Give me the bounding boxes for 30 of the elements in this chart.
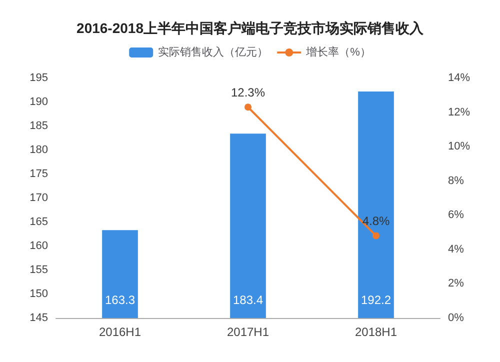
- x-tick-label: 2018H1: [354, 325, 398, 339]
- chart-title: 2016-2018上半年中国客户端电子竞技市场实际销售收入: [76, 20, 424, 36]
- data-label: 192.2: [360, 293, 392, 307]
- y-tick-label: 150: [30, 288, 48, 300]
- y-tick-label: 155: [30, 264, 48, 276]
- legend-label: 增长率（%）: [305, 46, 371, 58]
- y-tick-label: 190: [30, 96, 48, 108]
- x-tick-label: 2017H1: [226, 325, 270, 339]
- y2-tick-label: 2%: [448, 278, 464, 290]
- y-tick-label: 145: [30, 312, 48, 324]
- y-tick-label: 180: [30, 144, 48, 156]
- data-label: 4.8%: [362, 214, 390, 228]
- y2-tick-label: 10%: [448, 140, 470, 153]
- y2-tick-label: 6%: [448, 209, 464, 222]
- y-tick-label: 165: [30, 216, 48, 228]
- x-tick-label: 2016H1: [98, 325, 142, 339]
- y-tick-label: 175: [30, 168, 48, 180]
- legend-label: 实际销售收入（亿元）: [158, 46, 268, 58]
- y-tick-label: 185: [30, 120, 48, 132]
- y2-tick-label: 8%: [448, 174, 464, 187]
- y2-tick-label: 4%: [448, 243, 464, 256]
- data-label: 163.3: [104, 293, 136, 307]
- y-tick-label: 160: [30, 240, 48, 252]
- y-tick-label: 170: [30, 192, 48, 204]
- y2-tick-label: 12%: [448, 106, 470, 118]
- y2-tick-label: 14%: [448, 72, 470, 84]
- data-label: 12.3%: [230, 86, 266, 100]
- y-tick-label: 195: [30, 72, 48, 84]
- y2-tick-label: 0%: [448, 312, 464, 324]
- data-label: 183.4: [232, 293, 264, 307]
